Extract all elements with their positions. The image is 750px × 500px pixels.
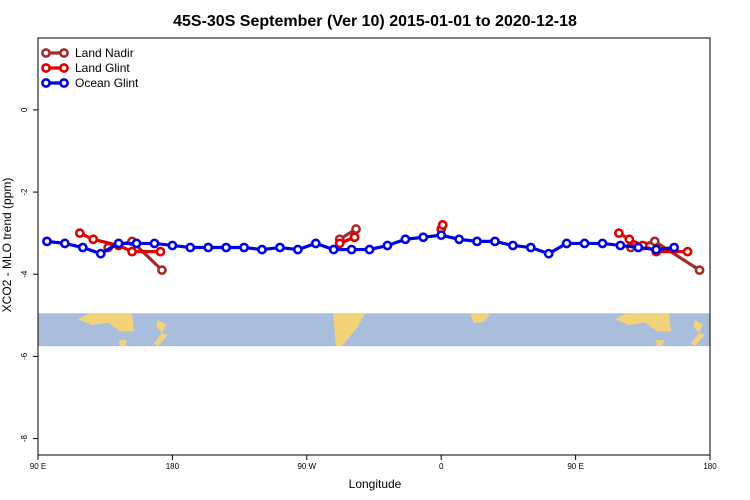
data-point bbox=[418, 232, 429, 243]
legend-marker bbox=[41, 78, 51, 88]
data-point bbox=[155, 246, 166, 257]
new-zealand-south-landmass bbox=[154, 332, 168, 347]
legend-marker bbox=[59, 63, 69, 73]
data-point bbox=[185, 242, 196, 253]
data-point bbox=[42, 236, 52, 247]
data-point bbox=[292, 244, 303, 255]
data-point bbox=[157, 265, 167, 276]
x-axis: 90 E 180 90 W 0 90 E 180 bbox=[30, 455, 717, 471]
data-point bbox=[149, 238, 160, 249]
ocean-background bbox=[38, 313, 710, 347]
legend-item: Land Glint bbox=[41, 61, 130, 75]
data-point bbox=[614, 228, 624, 239]
data-point bbox=[694, 265, 705, 276]
legend-label: Ocean Glint bbox=[75, 76, 139, 90]
data-point bbox=[127, 246, 137, 257]
data-point bbox=[203, 242, 214, 253]
data-point bbox=[400, 234, 411, 245]
south-africa-landmass bbox=[470, 313, 491, 324]
data-point bbox=[490, 236, 500, 247]
data-point bbox=[346, 244, 357, 255]
data-point bbox=[437, 220, 448, 230]
data-point bbox=[77, 242, 88, 253]
data-point bbox=[239, 242, 249, 253]
data-point bbox=[651, 244, 662, 255]
data-point bbox=[167, 240, 178, 251]
data-point bbox=[615, 240, 626, 251]
data-point bbox=[472, 236, 482, 247]
y-tick-label: -8 bbox=[20, 434, 29, 442]
south-america-landmass bbox=[333, 313, 365, 347]
legend-marker bbox=[41, 63, 51, 73]
x-tick-label: 180 bbox=[166, 462, 180, 471]
data-point bbox=[328, 244, 339, 255]
new-zealand-south-landmass bbox=[691, 332, 705, 347]
data-point bbox=[543, 248, 554, 259]
new-zealand-north-landmass bbox=[156, 319, 166, 333]
australia-landmass bbox=[78, 313, 134, 332]
y-tick-label: -4 bbox=[20, 270, 29, 278]
x-tick-label: 90 W bbox=[297, 462, 316, 471]
y-tick-label: -6 bbox=[20, 352, 29, 360]
x-tick-label: 0 bbox=[439, 462, 444, 471]
legend-label: Land Glint bbox=[75, 61, 130, 75]
y-axis: 0 -2 -4 -6 -8 bbox=[20, 107, 38, 442]
new-zealand-north-landmass bbox=[693, 319, 703, 333]
tasmania-landmass bbox=[656, 340, 664, 347]
tasmania-landmass bbox=[119, 340, 127, 347]
data-point bbox=[454, 234, 465, 245]
legend-item: Land Nadir bbox=[41, 46, 134, 60]
data-point bbox=[113, 238, 124, 249]
legend-marker bbox=[59, 48, 69, 58]
data-point bbox=[436, 230, 447, 241]
data-point bbox=[579, 238, 590, 249]
legend-label: Land Nadir bbox=[75, 46, 134, 60]
australia-landmass bbox=[615, 313, 671, 332]
data-point bbox=[257, 244, 267, 255]
data-point bbox=[597, 238, 608, 249]
series-layer bbox=[42, 220, 705, 276]
data-point bbox=[131, 238, 142, 249]
data-point bbox=[382, 240, 393, 251]
y-axis-label: XCO2 - MLO trend (ppm) bbox=[0, 178, 14, 313]
legend-marker bbox=[59, 78, 69, 88]
data-point bbox=[364, 244, 375, 255]
data-point bbox=[334, 238, 345, 249]
data-point bbox=[633, 242, 644, 253]
data-point bbox=[649, 236, 660, 247]
data-point bbox=[221, 242, 232, 253]
legend-item: Ocean Glint bbox=[41, 76, 139, 90]
x-axis-label: Longitude bbox=[349, 477, 402, 491]
data-point bbox=[682, 246, 693, 257]
data-point bbox=[310, 238, 321, 249]
y-tick-label: 0 bbox=[20, 107, 29, 112]
legend-marker bbox=[41, 48, 51, 58]
data-point bbox=[624, 234, 635, 245]
data-point bbox=[275, 242, 285, 253]
x-tick-label: 90 E bbox=[30, 462, 46, 471]
data-point bbox=[349, 232, 360, 243]
landmass-shapes bbox=[78, 313, 705, 347]
data-point bbox=[59, 238, 70, 249]
map-background-band bbox=[38, 313, 710, 347]
data-point bbox=[561, 238, 572, 249]
data-point bbox=[95, 248, 106, 259]
data-point bbox=[669, 242, 680, 253]
data-point bbox=[88, 234, 99, 245]
data-point bbox=[351, 224, 361, 234]
series-ocean-glint bbox=[42, 230, 680, 259]
x-tick-label: 90 E bbox=[567, 462, 583, 471]
plot-frame bbox=[37, 37, 711, 456]
chart-title: 45S-30S September (Ver 10) 2015-01-01 to… bbox=[173, 13, 577, 30]
x-tick-label: 180 bbox=[703, 462, 717, 471]
data-point bbox=[525, 242, 536, 253]
data-point bbox=[507, 240, 518, 251]
series-land-glint bbox=[74, 220, 693, 257]
y-tick-label: -2 bbox=[20, 188, 29, 196]
data-point bbox=[74, 228, 85, 239]
